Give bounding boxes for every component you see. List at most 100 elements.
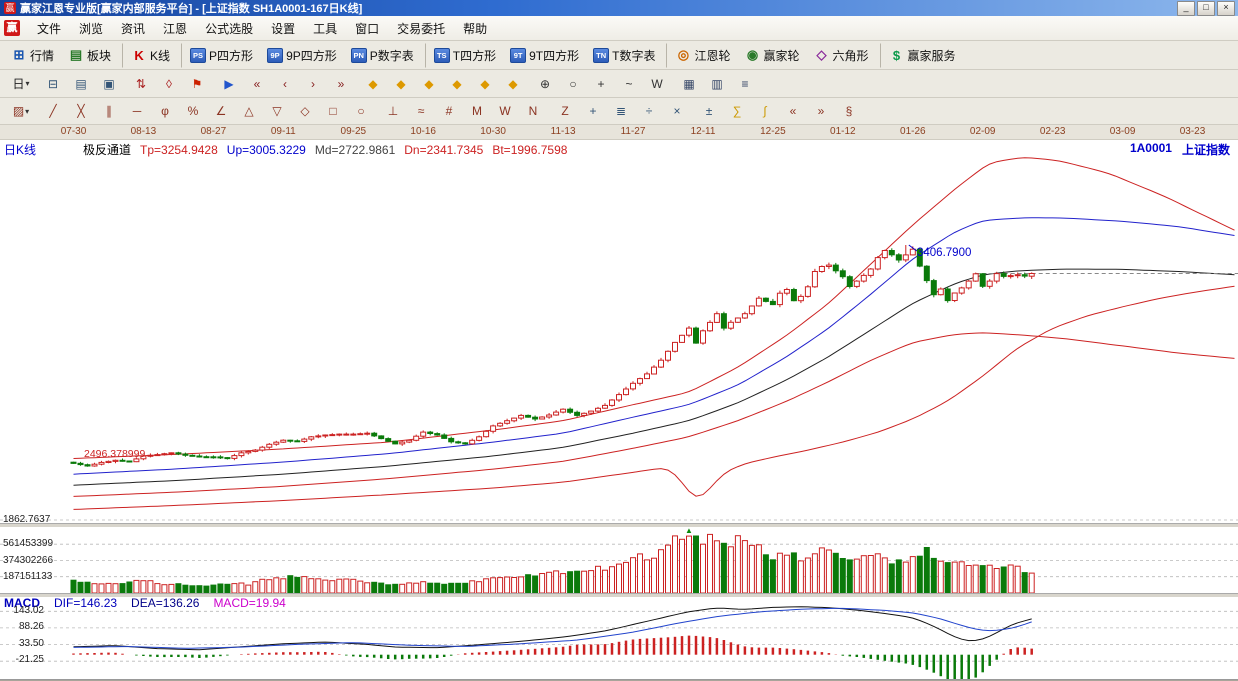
draw-tool-next-group[interactable]: »	[807, 100, 835, 122]
draw-tool-gann-square-2[interactable]: ◆	[387, 73, 415, 95]
toolbar-item-9p-square[interactable]: 9P 9P四方形	[260, 43, 344, 68]
draw-tool-flag-marker[interactable]: ⚑	[183, 73, 211, 95]
symbol-label[interactable]: 1A0001 上证指数	[1130, 141, 1230, 158]
toolbar-item-kline[interactable]: K K线	[122, 42, 177, 68]
draw-tool-icon: ◆	[452, 76, 462, 91]
draw-tool-w-pattern-tool[interactable]: W	[643, 73, 671, 95]
draw-tool-icon: W	[499, 104, 511, 118]
draw-tool-gann-square-4[interactable]: ◆	[443, 73, 471, 95]
draw-tool-crosshair-tool[interactable]: +	[587, 73, 615, 95]
menu-item[interactable]: 设置	[271, 21, 296, 36]
draw-tool-gann-square-1[interactable]: ◆	[359, 73, 387, 95]
draw-tool-next-screen[interactable]: ›	[299, 73, 327, 95]
draw-tool-report-view[interactable]: ▣	[95, 73, 123, 95]
draw-tool-icon: W	[651, 76, 663, 91]
draw-tool-cross-line[interactable]: ╳	[67, 100, 95, 122]
draw-tool-integral-tool[interactable]: ∫	[751, 100, 779, 122]
draw-tool-page-view[interactable]: ▤	[67, 73, 95, 95]
draw-tool-w-pattern[interactable]: W	[491, 100, 519, 122]
draw-tool-icon: +	[589, 104, 597, 118]
draw-tool-draw-pen-selector[interactable]: ▨ ▾	[3, 100, 39, 122]
draw-tool-trend-line[interactable]: ╱	[39, 100, 67, 122]
indicator-name[interactable]: 极反通道	[83, 143, 132, 157]
draw-tool-layout-grid[interactable]: ⊟	[39, 73, 67, 95]
minimize-button[interactable]: _	[1177, 0, 1195, 16]
draw-tool-rhombus-tool[interactable]: ◇	[291, 100, 319, 122]
draw-tool-last-bar[interactable]: »	[327, 73, 355, 95]
draw-tool-circle-draw-tool[interactable]: ○	[347, 100, 375, 122]
toolbar-item-hexagon[interactable]: ◇ 六角形	[807, 43, 876, 68]
draw-tool-multiply-tool[interactable]: ×	[663, 100, 691, 122]
draw-tool-sum-tool[interactable]: ∑	[723, 100, 751, 122]
dropdown-caret-icon: ▾	[25, 79, 30, 88]
draw-tool-n-pattern[interactable]: N	[519, 100, 547, 122]
draw-tool-gann-square-3[interactable]: ◆	[415, 73, 443, 95]
date-ruler[interactable]: 07-30 08-13 08-27 09-11 09-25 10-16 10-30 11-13…	[0, 125, 1238, 140]
draw-tool-percent-line[interactable]: %	[179, 100, 207, 122]
draw-tool-horizontal-line[interactable]: ─	[123, 100, 151, 122]
draw-tool-inv-triangle-tool[interactable]: ▽	[263, 100, 291, 122]
toolbar-item-9t-square[interactable]: 9T 9T四方形	[503, 43, 586, 68]
draw-tool-prev-screen[interactable]: ‹	[271, 73, 299, 95]
chart-canvas[interactable]: ▲	[0, 140, 1238, 680]
period-label: 日K线	[4, 143, 37, 157]
close-button[interactable]: ×	[1217, 0, 1235, 16]
draw-tool-parallel-lines[interactable]: ∥	[95, 100, 123, 122]
draw-tool-drop-marker[interactable]: ◊	[155, 73, 183, 95]
draw-tool-golden-section[interactable]: φ	[151, 100, 179, 122]
draw-tool-icon: ▣	[103, 76, 115, 91]
draw-tool-angle-line[interactable]: ∠	[207, 100, 235, 122]
draw-tool-grid-table[interactable]: ▥	[703, 73, 731, 95]
draw-tool-circle-plus-tool[interactable]: ⊕	[531, 73, 559, 95]
draw-tool-z-pattern[interactable]: Z	[551, 100, 579, 122]
toolbar-item-sectors[interactable]: ▤ 板块	[61, 43, 118, 68]
date-tick-label: 11-13	[550, 126, 576, 137]
volume-axis-label: 187151133	[3, 571, 53, 582]
draw-tool-data-table[interactable]: ▦	[675, 73, 703, 95]
draw-tool-play-marker[interactable]: ▶	[215, 73, 243, 95]
draw-tool-prev-group[interactable]: «	[779, 100, 807, 122]
toolbar-item-p-square[interactable]: PS P四方形	[181, 42, 260, 68]
toolbar-item-quotes[interactable]: ⊞ 行情	[4, 43, 61, 68]
draw-tool-wave-tool[interactable]: ~	[615, 73, 643, 95]
toolbar-item-winner-wheel[interactable]: ◉ 赢家轮	[737, 43, 806, 68]
toolbar-item-winner-service[interactable]: $ 赢家服务	[879, 42, 963, 68]
draw-tool-grid-lines-tool[interactable]: #	[435, 100, 463, 122]
draw-tool-ratio-tool[interactable]: ÷	[635, 100, 663, 122]
draw-tool-gann-square-5[interactable]: ◆	[471, 73, 499, 95]
toolbar-item-t-number-table[interactable]: TN T数字表	[586, 43, 662, 68]
menu-item[interactable]: 帮助	[463, 21, 488, 36]
toolbar-item-gann-wheel[interactable]: ◎ 江恩轮	[666, 42, 737, 68]
draw-tool-icon: «	[789, 104, 797, 118]
draw-tool-rect-tool[interactable]: □	[319, 100, 347, 122]
menu-item[interactable]: 工具	[313, 21, 338, 36]
draw-tool-first-bar[interactable]: «	[243, 73, 271, 95]
draw-tool-swap-vertical[interactable]: ⇅	[127, 73, 155, 95]
draw-tool-circle-tool[interactable]: ○	[559, 73, 587, 95]
toolbar-item-p-number-table[interactable]: PN P数字表	[344, 43, 421, 68]
maximize-button[interactable]: □	[1197, 0, 1215, 16]
menu-item[interactable]: 资讯	[121, 21, 146, 36]
draw-tool-m-pattern[interactable]: M	[463, 100, 491, 122]
menu-item[interactable]: 窗口	[355, 21, 380, 36]
draw-tool-cycle-lines[interactable]: ≣	[607, 100, 635, 122]
draw-tool-wave-line-tool[interactable]: ≈	[407, 100, 435, 122]
draw-tool-plus-minus-tool[interactable]: ±	[695, 100, 723, 122]
draw-tool-settings-tool[interactable]: §	[835, 100, 863, 122]
toolbar-item-t-square[interactable]: TS T四方形	[424, 42, 503, 68]
menu-item[interactable]: 交易委托	[397, 21, 446, 36]
menu-item[interactable]: 公式选股	[205, 21, 254, 36]
draw-tool-gann-square-6[interactable]: ◆	[499, 73, 527, 95]
date-tick-label: 02-23	[1039, 126, 1066, 137]
draw-tool-perpendicular-tool[interactable]: ⊥	[379, 100, 407, 122]
draw-tool-triangle-tool[interactable]: △	[235, 100, 263, 122]
draw-tool-add-marker[interactable]: +	[579, 100, 607, 122]
draw-tool-list-panel[interactable]: ≡	[731, 73, 759, 95]
peak-price-annotation: 3406.7900	[917, 247, 972, 259]
macd-title[interactable]: MACD	[4, 596, 40, 610]
menu-item[interactable]: 浏览	[79, 21, 104, 36]
draw-tool-period-day-selector[interactable]: 日 ▾	[3, 73, 39, 95]
menu-item[interactable]: 文件	[37, 21, 62, 36]
menu-item[interactable]: 江恩	[163, 21, 188, 36]
